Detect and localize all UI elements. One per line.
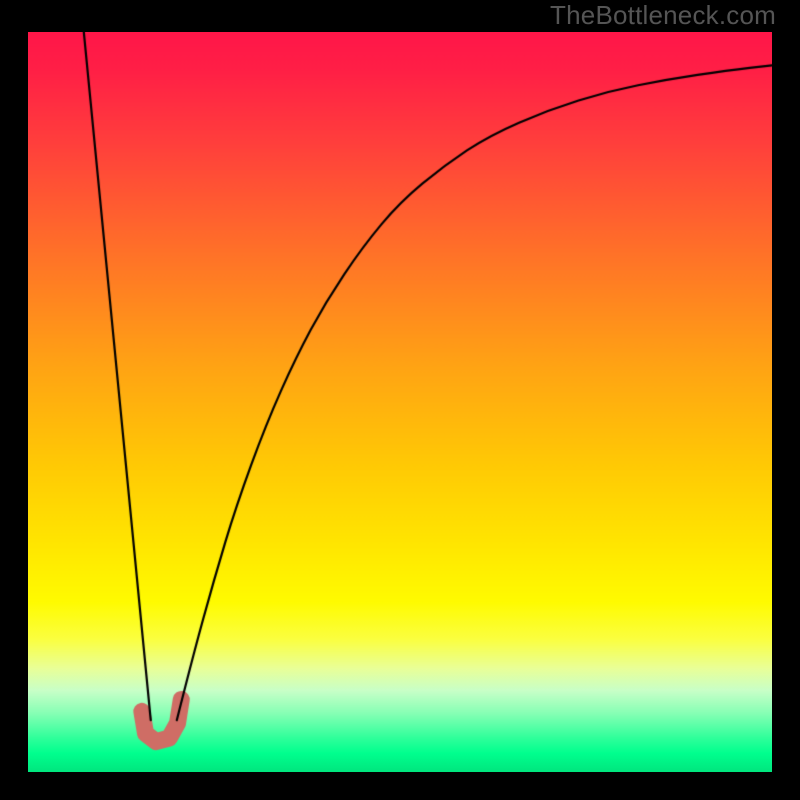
- plot-frame: [28, 32, 772, 772]
- gradient-line-chart: [28, 32, 772, 772]
- watermark-text: TheBottleneck.com: [550, 0, 776, 31]
- chart-root: TheBottleneck.com: [0, 0, 800, 800]
